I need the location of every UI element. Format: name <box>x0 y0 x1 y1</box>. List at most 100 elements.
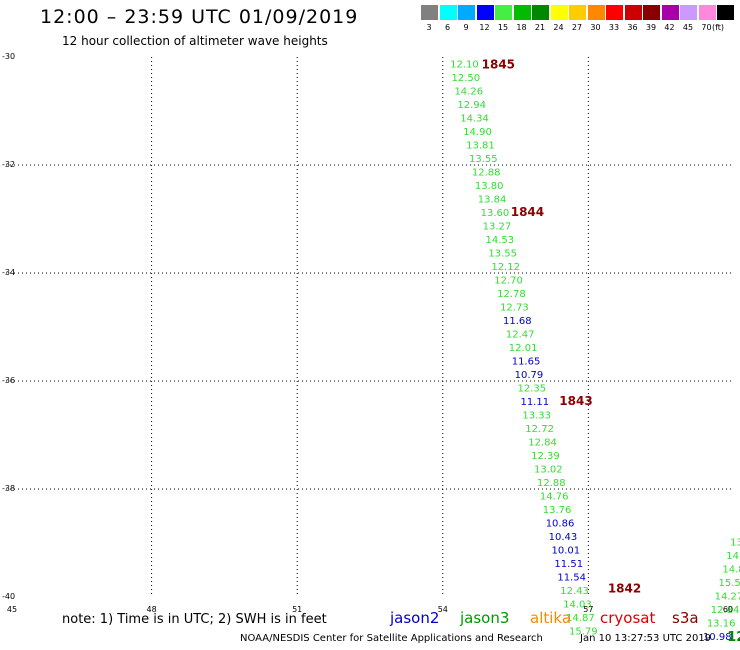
longitude-tick-label: 51 <box>292 605 303 614</box>
legend-label: 36 <box>627 23 638 32</box>
legend-swatch <box>439 5 457 20</box>
legend-label: 9 <box>463 23 469 32</box>
wave-height-value: 12.50 <box>452 73 481 84</box>
wave-height-value: 10.98 <box>703 632 732 643</box>
wave-height-value: 13.84 <box>478 194 507 205</box>
legend-swatch <box>421 5 438 20</box>
wave-height-value: 12.73 <box>500 302 529 313</box>
legend-swatch <box>476 5 494 20</box>
legend-label: 33 <box>608 23 620 32</box>
wave-height-value: 12.88 <box>537 478 566 489</box>
wave-height-value: 12.10 <box>450 59 479 70</box>
wave-height-value: 14.53 <box>486 235 515 246</box>
legend-swatch <box>458 5 475 20</box>
legend-label: 15 <box>497 23 509 32</box>
legend-swatch <box>643 5 660 20</box>
wave-height-value: 12.43 <box>560 586 589 597</box>
wave-height-value: 10.79 <box>515 370 544 381</box>
longitude-tick-label: 57 <box>583 605 594 614</box>
wave-height-value: 13.60 <box>481 208 510 219</box>
wave-height-value: 10.86 <box>546 518 575 529</box>
wave-height-value: 12.88 <box>472 167 501 178</box>
legend-label: 6 <box>444 23 451 32</box>
wave-height-value: 13.80 <box>475 181 504 192</box>
wave-height-value: 11.11 <box>520 397 549 408</box>
wave-height-value: 11.68 <box>503 316 532 327</box>
latitude-tick-label: -32 <box>2 160 16 169</box>
map-subtitle: 12 hour collection of altimeter wave hei… <box>62 34 328 48</box>
wave-height-value: 10.43 <box>549 532 578 543</box>
latitude-tick-label: -30 <box>2 52 16 61</box>
wave-height-value: 12.84 <box>711 605 740 616</box>
wave-height-value: 13.55 <box>469 154 498 165</box>
pass-time-label: 1845 <box>482 57 515 71</box>
pass-time-label: 1842 <box>608 581 641 595</box>
legend-label: 24 <box>553 23 564 32</box>
wave-height-value: 12.12 <box>491 262 520 273</box>
legend-swatch <box>569 5 586 20</box>
wave-height-value: 14.03 <box>563 599 592 610</box>
legend-label: 12 <box>479 23 490 32</box>
legend-label: 30 <box>590 23 601 32</box>
wave-height-value: 12.78 <box>497 289 526 300</box>
wave-height-value: 12.70 <box>494 275 523 286</box>
wave-height-value: 11.54 <box>557 572 586 583</box>
wave-height-value: 13.02 <box>534 464 563 475</box>
wave-height-value: 13.33 <box>522 410 551 421</box>
wave-height-value: 15.79 <box>569 626 598 637</box>
wave-height-value: 14.90 <box>463 127 492 138</box>
wave-height-value: 10.01 <box>552 545 581 556</box>
wave-height-value: 11.51 <box>554 559 583 570</box>
satellite-label-jason3: jason3 <box>460 609 510 627</box>
wave-height-value: 12.47 <box>506 329 535 340</box>
legend-label: 39 <box>645 23 657 32</box>
wave-height-value: 12.35 <box>518 383 547 394</box>
legend-swatch <box>606 5 623 20</box>
longitude-tick-label: 54 <box>437 605 448 614</box>
legend-label: 70 <box>701 23 712 32</box>
wave-height-value: 14.26 <box>454 86 483 97</box>
generation-timestamp: Jan 10 13:27:53 UTC 2019 <box>580 633 712 644</box>
map-title: 12:00 – 23:59 UTC 01/09/2019 <box>40 6 359 28</box>
wave-height-value: 15.54 <box>718 578 740 589</box>
legend-label: 27 <box>571 23 583 32</box>
legend-unit: (ft) <box>711 23 725 32</box>
latitude-tick-label: -40 <box>2 592 16 601</box>
wave-height-value: 13.81 <box>466 140 495 151</box>
legend-swatch <box>513 5 531 20</box>
legend-swatch <box>550 5 568 20</box>
legend-swatch <box>624 5 642 20</box>
legend-swatch <box>680 5 697 20</box>
credit-text: NOAA/NESDIS Center for Satellite Applica… <box>240 633 543 644</box>
wave-height-value: 13.55 <box>488 248 517 259</box>
legend-label: 3 <box>426 23 432 32</box>
latitude-tick-label: -38 <box>2 484 16 493</box>
legend-label: 18 <box>516 23 527 32</box>
latitude-tick-label: -36 <box>2 376 16 385</box>
wave-height-value: 13.27 <box>483 221 512 232</box>
wave-height-value: 13.16 <box>707 618 736 629</box>
satellite-label-altika: altika <box>530 609 572 627</box>
legend-swatch <box>532 5 549 20</box>
pass-time-label: 1843 <box>559 394 592 408</box>
wave-height-value: 13.76 <box>543 505 572 516</box>
altimeter-track: 12.10 12.50 14.26 12.94 14.34 14.90 13.81 13.55… <box>450 59 740 644</box>
wave-height-value: 14.27 <box>715 591 740 602</box>
latitude-tick-label: -34 <box>2 268 16 277</box>
longitude-tick-label: 48 <box>146 605 157 614</box>
wave-height-value: 12.39 <box>531 451 560 462</box>
legend-swatch <box>661 5 679 20</box>
satellite-label-s3a: s3a <box>672 609 699 627</box>
legend-swatch <box>587 5 605 20</box>
wave-height-value: 11.65 <box>512 356 541 367</box>
wave-height-value: 14.76 <box>540 491 569 502</box>
pass-time-label: 1844 <box>511 205 544 219</box>
wave-height-value: 12 <box>727 630 740 645</box>
longitude-tick-label: 60 <box>722 605 734 614</box>
wave-height-value: 12.84 <box>528 437 557 448</box>
footer-note: note: 1) Time is in UTC; 2) SWH is in fe… <box>62 612 327 627</box>
wave-height-value: 12.94 <box>457 100 486 111</box>
wave-height-value: 14.8 <box>722 564 740 575</box>
wave-height-value: 13 <box>730 537 740 548</box>
